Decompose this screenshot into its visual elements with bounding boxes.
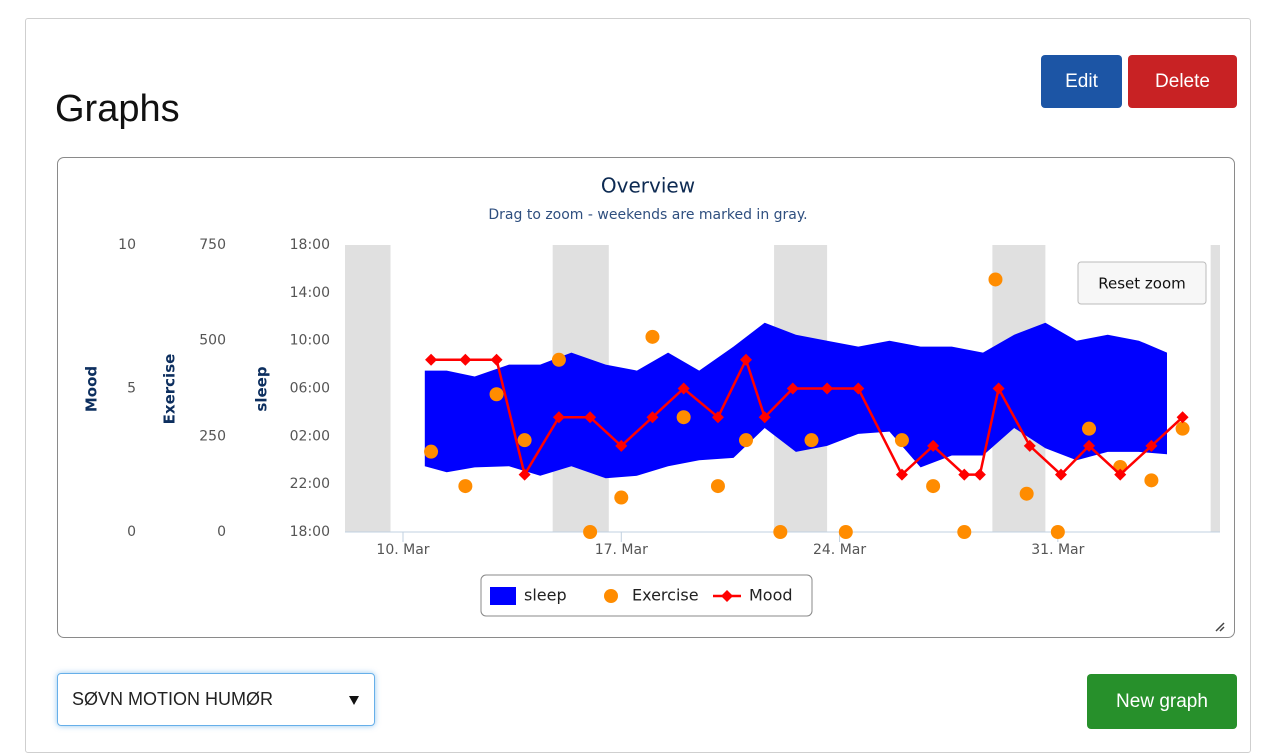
select-arrow (349, 696, 359, 705)
mood-point (584, 411, 597, 424)
x-tick-label: 31. Mar (1031, 542, 1084, 558)
exercise-point (1019, 486, 1034, 501)
y-tick-label: 22:00 (290, 476, 330, 492)
exercise-point (489, 387, 504, 402)
y-tick-label: 0 (217, 524, 226, 540)
exercise-point (458, 479, 473, 494)
y-axis-title: sleep (253, 366, 271, 411)
y-tick-label: 06:00 (290, 381, 330, 397)
exercise-point (551, 352, 566, 367)
mood-point (615, 439, 628, 452)
y-tick-label: 18:00 (290, 237, 330, 253)
exercise-point (583, 525, 598, 539)
mood-point (518, 468, 531, 481)
y-tick-label: 500 (199, 333, 226, 349)
mood-point (973, 468, 986, 481)
mood-point (821, 382, 834, 395)
y-tick-label: 18:00 (290, 524, 330, 540)
exercise-point (1144, 473, 1159, 488)
card (25, 18, 1251, 753)
exercise-point (1175, 421, 1190, 436)
weekend-band (345, 245, 391, 532)
mood-point (646, 411, 659, 424)
y-tick-label: 10 (118, 237, 136, 253)
chart-panel (57, 157, 1235, 638)
resize-handle[interactable] (1215, 622, 1225, 632)
mood-point (786, 382, 799, 395)
mood-point (677, 382, 690, 395)
exercise-point (739, 433, 754, 448)
exercise-point (804, 433, 819, 448)
mood-point (425, 353, 438, 366)
mood-point (895, 468, 908, 481)
x-tick-label: 24. Mar (813, 542, 866, 558)
mood-point (1023, 439, 1036, 452)
y-tick-label: 750 (199, 237, 226, 253)
exercise-point (926, 479, 941, 494)
chart-subtitle: Drag to zoom - weekends are marked in gr… (488, 207, 807, 223)
y-axis-title: Mood (83, 366, 101, 412)
exercise-point (645, 329, 660, 344)
mood-point (1145, 439, 1158, 452)
exercise-point (710, 479, 725, 494)
mood-point (459, 353, 472, 366)
y-tick-label: 0 (127, 524, 136, 540)
new-graph-button[interactable]: New graph (1087, 674, 1237, 729)
y-tick-label: 250 (199, 428, 226, 444)
mood-point (992, 382, 1005, 395)
mood-point (1114, 468, 1127, 481)
exercise-point (1050, 525, 1065, 539)
legend-label[interactable]: Exercise (632, 586, 699, 605)
page-title: Graphs (55, 88, 180, 130)
exercise-point (1082, 421, 1097, 436)
mood-point (711, 411, 724, 424)
exercise-point (517, 433, 532, 448)
legend-symbol (604, 589, 618, 603)
legend-label[interactable]: Mood (749, 586, 793, 605)
exercise-point (676, 410, 691, 425)
y-axis-title: Exercise (161, 354, 179, 425)
mood-point (552, 411, 565, 424)
weekend-band (1210, 245, 1220, 532)
mood-point (490, 353, 503, 366)
exercise-point (894, 433, 909, 448)
x-tick-label: 10. Mar (376, 542, 429, 558)
mood-point (958, 468, 971, 481)
legend-label[interactable]: sleep (524, 586, 567, 605)
y-tick-label: 02:00 (290, 428, 330, 444)
mood-point (758, 411, 771, 424)
y-tick-label: 5 (127, 381, 136, 397)
x-tick-label: 17. Mar (595, 542, 648, 558)
sleep-area (424, 322, 1167, 479)
chart: Overview Drag to zoom - weekends are mar… (83, 174, 1225, 632)
edit-button[interactable]: Edit (1041, 55, 1122, 108)
select-value: SØVN MOTION HUMØR (72, 689, 273, 709)
y-tick-label: 10:00 (290, 333, 330, 349)
mood-point (1083, 439, 1096, 452)
legend-symbol (490, 587, 516, 605)
y-tick-label: 14:00 (290, 285, 330, 301)
mood-point (740, 353, 753, 366)
chart-title: Overview (601, 174, 695, 198)
legend-symbol (721, 590, 733, 602)
exercise-point (957, 525, 972, 539)
mood-point (1176, 411, 1189, 424)
exercise-point (988, 272, 1003, 287)
reset-zoom-button[interactable] (1077, 261, 1207, 305)
exercise-point (838, 525, 853, 539)
exercise-point (424, 444, 439, 459)
exercise-point (614, 490, 629, 505)
legend-box (480, 574, 813, 617)
graph-select[interactable]: SØVN MOTION HUMØR (57, 673, 375, 726)
exercise-point (773, 525, 788, 539)
mood-point (927, 439, 940, 452)
delete-button[interactable]: Delete (1128, 55, 1237, 108)
mood-point (1054, 468, 1067, 481)
mood-point (852, 382, 865, 395)
reset-zoom-label: Reset zoom (1098, 275, 1186, 293)
